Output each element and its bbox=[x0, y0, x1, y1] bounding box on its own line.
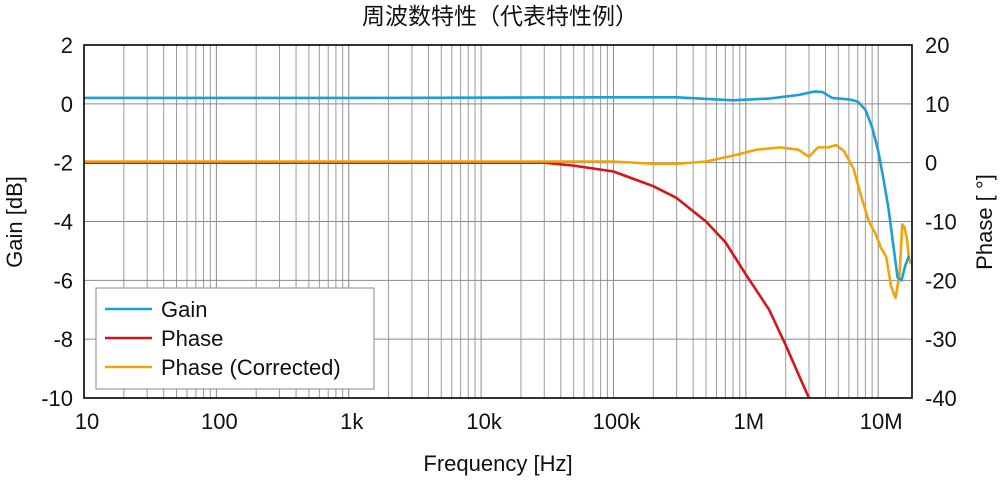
x-axis-label: Frequency [Hz] bbox=[423, 451, 572, 476]
legend-label: Phase bbox=[161, 326, 223, 351]
y-right-tick-label: 0 bbox=[925, 151, 937, 176]
y-left-axis-label: Gain [dB] bbox=[2, 176, 27, 268]
series-line-phase-corrected bbox=[84, 143, 912, 300]
x-tick-label: 100k bbox=[593, 409, 642, 434]
y-left-tick-label: -8 bbox=[53, 327, 73, 352]
x-tick-label: 10M bbox=[860, 409, 903, 434]
y-right-tick-label: -30 bbox=[925, 327, 957, 352]
plot-area-border bbox=[83, 44, 913, 399]
y-right-tick-label: 20 bbox=[925, 33, 949, 58]
series-line-gain bbox=[84, 90, 911, 282]
y-right-tick-label: -10 bbox=[925, 210, 957, 235]
legend: Gain Phase Phase (Corrected) bbox=[95, 287, 375, 390]
y-left-tick-label: -2 bbox=[53, 151, 73, 176]
legend-label: Gain bbox=[161, 297, 207, 322]
x-tick-label: 10 bbox=[75, 409, 99, 434]
y-right-axis-label: Phase [ °] bbox=[972, 174, 997, 270]
legend-label: Phase (Corrected) bbox=[161, 355, 341, 380]
y-left-tick-label: 0 bbox=[61, 92, 73, 117]
x-tick-labels: 10 100 1k 10k 100k 1M 10M bbox=[75, 409, 903, 434]
series-line-phase bbox=[84, 161, 811, 398]
y-left-tick-label: -4 bbox=[53, 210, 73, 235]
y-left-tick-label: 2 bbox=[61, 33, 73, 58]
chart-title: 周波数特性（代表特性例） bbox=[362, 4, 638, 30]
x-tick-label: 100 bbox=[201, 409, 238, 434]
x-tick-label: 1k bbox=[340, 409, 364, 434]
y-right-tick-label: -40 bbox=[925, 386, 957, 411]
y-right-tick-labels: 20 10 0 -10 -20 -30 -40 bbox=[925, 33, 957, 411]
y-left-tick-labels: 2 0 -2 -4 -6 -8 -10 bbox=[41, 33, 73, 411]
y-left-tick-label: -10 bbox=[41, 386, 73, 411]
x-tick-label: 10k bbox=[466, 409, 502, 434]
y-right-tick-label: -20 bbox=[925, 268, 957, 293]
series-layer bbox=[84, 90, 912, 398]
y-left-tick-label: -6 bbox=[53, 268, 73, 293]
x-tick-label: 1M bbox=[734, 409, 765, 434]
y-right-tick-label: 10 bbox=[925, 92, 949, 117]
